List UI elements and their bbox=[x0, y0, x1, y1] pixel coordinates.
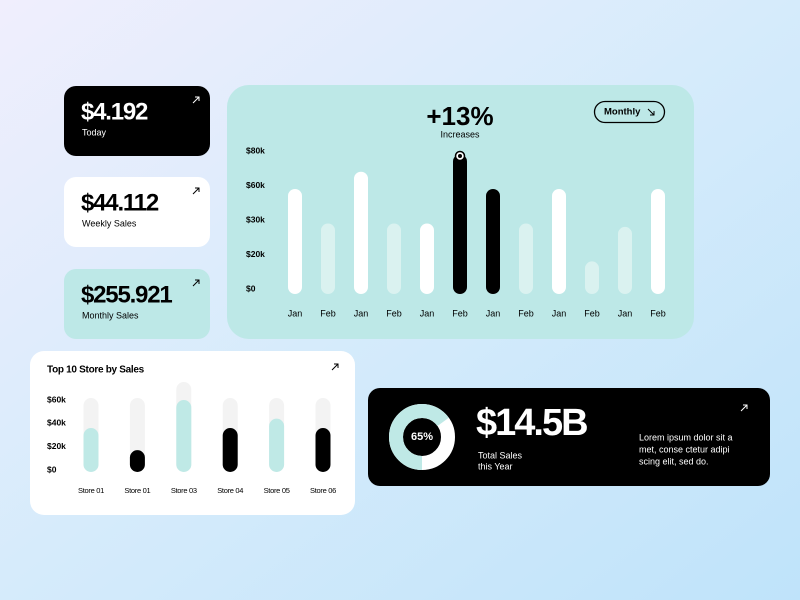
y-tick-label: $0 bbox=[47, 464, 57, 474]
bar bbox=[321, 223, 335, 294]
x-tick-label: Feb bbox=[650, 308, 666, 318]
x-tick-label: Jan bbox=[354, 308, 369, 318]
arrow-icon[interactable] bbox=[192, 187, 200, 195]
bar bbox=[585, 261, 599, 294]
x-tick-label: Store 04 bbox=[217, 486, 243, 495]
bar-chart: $0 $20k $30k $60k $80k Jan Feb Jan Feb Jan Feb Jan F… bbox=[246, 145, 666, 318]
bar bbox=[552, 188, 566, 294]
period-label: Monthly bbox=[604, 107, 641, 118]
x-tick-label: Jan bbox=[288, 308, 303, 318]
description: met, conse ctetur adipi bbox=[639, 444, 730, 454]
x-tick-label: Store 06 bbox=[310, 486, 336, 495]
bar bbox=[288, 188, 302, 294]
store-chart-title: Top 10 Store by Sales bbox=[47, 365, 145, 376]
card-monthly[interactable] bbox=[64, 269, 210, 339]
y-tick-label: $60k bbox=[47, 394, 66, 404]
highlight-dot-core bbox=[458, 154, 462, 158]
x-tick-label: Store 01 bbox=[124, 486, 150, 495]
donut-label: 65% bbox=[411, 431, 433, 443]
bar bbox=[129, 450, 145, 472]
x-tick-label: Feb bbox=[386, 308, 402, 318]
card-weekly[interactable] bbox=[64, 177, 210, 247]
x-tick-label: Store 05 bbox=[264, 486, 290, 495]
x-tick-label: Jan bbox=[486, 308, 501, 318]
bar bbox=[222, 428, 238, 472]
card-label: Monthly Sales bbox=[82, 310, 139, 320]
arrow-icon bbox=[647, 108, 655, 116]
bar-chart: $0 $20k $40k $60k Store 01 Store 01 Store 03 St… bbox=[47, 382, 336, 495]
bar bbox=[269, 418, 285, 472]
y-tick-label: $60k bbox=[246, 180, 265, 190]
bar bbox=[315, 428, 331, 472]
x-tick-label: Store 03 bbox=[171, 486, 197, 495]
chart-subtitle: Increases bbox=[440, 129, 480, 139]
x-tick-label: Feb bbox=[518, 308, 534, 318]
y-tick-label: $80k bbox=[246, 145, 265, 155]
card-value: $255.921 bbox=[81, 281, 172, 308]
donut-segment bbox=[389, 404, 455, 470]
y-tick-label: $40k bbox=[47, 418, 66, 428]
arrow-icon[interactable] bbox=[192, 279, 200, 287]
y-tick-label: $20k bbox=[47, 441, 66, 451]
x-tick-label: Feb bbox=[452, 308, 468, 318]
bar bbox=[387, 223, 401, 294]
y-tick-label: $0 bbox=[246, 283, 256, 293]
bar bbox=[618, 226, 632, 294]
bar bbox=[519, 223, 533, 294]
description: scing elit, sed do. bbox=[639, 456, 709, 466]
arrow-icon[interactable] bbox=[331, 363, 339, 371]
donut-chart bbox=[389, 404, 455, 470]
y-tick-label: $30k bbox=[246, 214, 265, 224]
bar bbox=[354, 171, 368, 294]
card-today[interactable] bbox=[64, 86, 210, 156]
card-value: $44.112 bbox=[81, 189, 159, 216]
x-tick-label: Store 01 bbox=[78, 486, 104, 495]
total-panel bbox=[368, 388, 770, 486]
total-amount: $14.5B bbox=[476, 402, 587, 444]
card-value: $4.192 bbox=[81, 98, 148, 125]
arrow-icon[interactable] bbox=[740, 404, 748, 412]
store-panel bbox=[30, 351, 355, 515]
bar bbox=[651, 188, 665, 294]
description: Lorem ipsum dolor sit a bbox=[639, 432, 733, 442]
x-tick-label: Jan bbox=[552, 308, 567, 318]
y-tick-label: $20k bbox=[246, 249, 265, 259]
x-tick-label: Jan bbox=[618, 308, 633, 318]
x-tick-label: Jan bbox=[420, 308, 435, 318]
bar bbox=[420, 223, 434, 294]
x-tick-label: Feb bbox=[584, 308, 600, 318]
arrow-icon[interactable] bbox=[192, 96, 200, 104]
card-label: Today bbox=[82, 127, 107, 137]
period-button[interactable] bbox=[593, 100, 666, 124]
total-label: Total Sales bbox=[478, 450, 523, 460]
bar bbox=[486, 188, 500, 294]
x-tick-label: Feb bbox=[320, 308, 336, 318]
total-label: this Year bbox=[478, 461, 513, 471]
card-label: Weekly Sales bbox=[82, 218, 137, 228]
chart-title: +13% bbox=[426, 101, 493, 131]
bar bbox=[176, 400, 192, 472]
bar bbox=[83, 428, 99, 472]
bar bbox=[453, 154, 467, 294]
